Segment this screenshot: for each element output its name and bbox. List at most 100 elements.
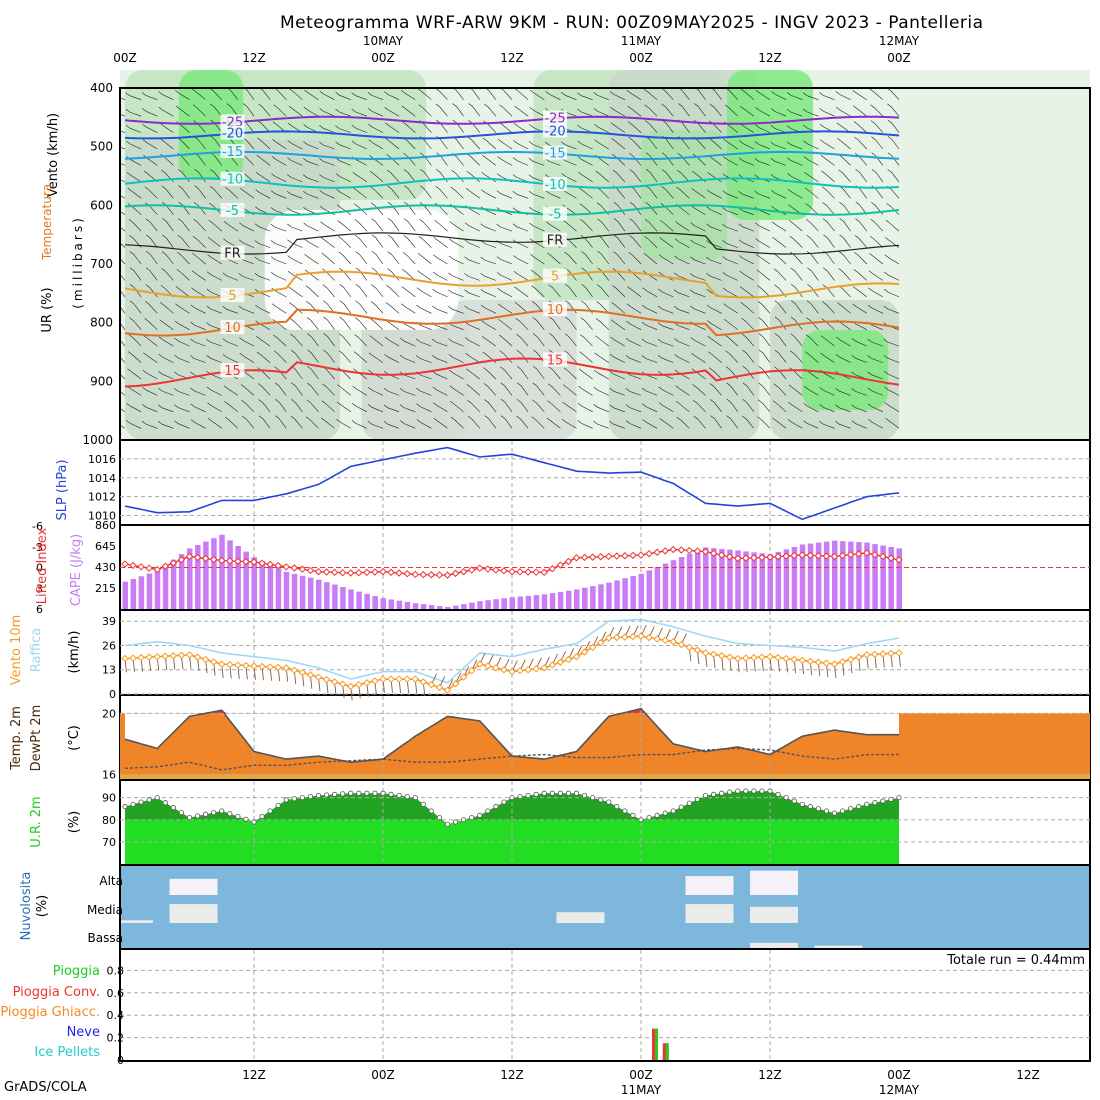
wind-barb [626,90,642,100]
wind-barb [206,288,222,298]
wind-barb [303,190,319,199]
wind-marker [266,663,274,671]
wind-barb [466,368,480,380]
wind-barb [290,415,303,429]
cape-bar [364,593,370,609]
wind-marker [814,658,823,666]
wind-barb [351,124,368,133]
cape-bar [509,597,515,609]
wind-barb [383,387,400,396]
wind-barb [432,271,448,281]
wind-marker [854,653,863,661]
wind-barb [368,352,384,363]
wind-barb [403,235,416,248]
cape-bar [332,584,338,609]
li-marker [838,551,847,560]
wind-barb [258,399,271,412]
wind-barb [563,220,577,232]
wind-marker [129,654,137,662]
wind-barb [886,202,900,215]
cape-bar [316,579,322,609]
wind-barb [565,283,577,298]
rh-marker [638,817,644,823]
wind-barb [161,268,174,281]
cape-bar [646,570,653,609]
wind-barb [416,419,432,429]
wind-marker [879,650,887,658]
wind-barb [772,417,787,429]
cape-bar [598,584,604,609]
wind-barb [883,354,900,363]
wind-barb [675,401,690,413]
dew-label: DewPt 2m [29,705,44,772]
wind-barb [452,103,464,117]
li-marker [290,564,299,572]
cape-bar [727,549,733,609]
wind-barb [480,304,497,314]
wind-barb [661,185,674,199]
wind-barb [870,120,884,133]
li-y-tick-label: -6 [32,520,43,533]
wind-barb [499,334,513,347]
wind-barb [887,152,900,166]
wind-barb [609,404,626,413]
wind-barb [207,237,222,248]
wind-marker [677,640,686,649]
wind-marker [500,666,508,674]
wind-barb [742,382,755,396]
wind-barb [335,173,351,183]
rh-marker [428,808,434,814]
wind-barb [336,204,351,215]
rh-marker [565,790,572,796]
wind-barb [806,219,819,232]
wind-barb [323,333,335,347]
wind-barb [678,103,690,117]
wind-barb [854,252,868,265]
wind-barb [272,138,287,150]
slp-gridlines [120,441,1090,524]
li-marker [226,557,234,565]
wind-barb [611,302,626,314]
wind-barb [693,415,706,429]
wind-barb [528,174,545,183]
wind-barb [629,201,642,215]
rh-marker [170,805,176,811]
wind-marker [653,635,661,643]
wind-barb [305,285,319,298]
wind-barb [786,141,803,150]
wind-barb [254,223,271,232]
wind-marker [661,636,669,645]
li-marker [750,554,758,562]
wind-barb [644,219,658,232]
isotherm-label-bg [543,123,567,138]
wind-barb [855,169,868,183]
cape-bar [775,551,782,609]
wind-barb [145,301,158,314]
rh-marker [154,795,160,801]
wind-barb [706,240,722,248]
wind-barb [448,255,464,265]
wind-barb [271,173,287,183]
li-marker [717,551,726,559]
wind-barb [206,305,222,314]
li-marker [355,568,363,577]
cape-label: CAPE (J/kg) [69,534,84,606]
cloud-blocks [120,870,863,949]
wind-barb [190,419,206,429]
wind-barb [159,319,174,330]
wind-barb [320,221,335,232]
wind-barb [157,420,174,429]
wind-barb [883,338,900,347]
li-marker [895,556,903,564]
wind-marker [282,664,290,672]
li-marker [596,553,605,561]
wind-barb [548,366,561,380]
cape-bar [203,541,209,609]
li-marker [451,569,460,578]
wind-barb [564,251,577,265]
wind-barb [770,158,787,166]
isotherm-label-bg [220,203,245,218]
wind-marker [145,653,153,661]
wind-barb [531,285,545,298]
cape-bar [227,540,233,609]
